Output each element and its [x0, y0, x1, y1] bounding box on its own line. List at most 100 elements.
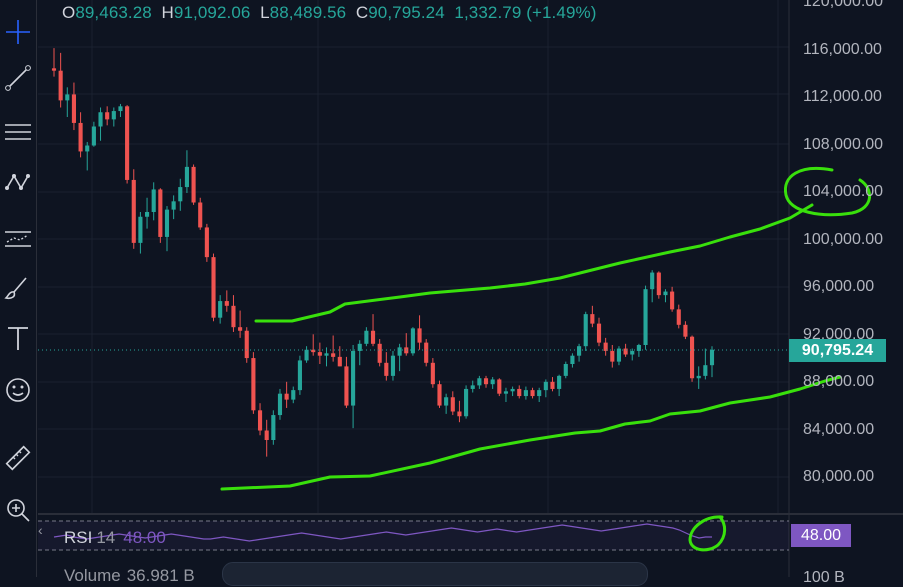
candle-body — [709, 349, 715, 366]
candle-body — [144, 212, 150, 217]
candle-body — [284, 393, 289, 400]
drawing-toolbar — [0, 0, 37, 577]
candle-body — [590, 314, 595, 324]
change-value: 1,332.79 (+1.49%) — [454, 3, 597, 22]
candle-body — [424, 342, 429, 363]
open-label: O — [62, 3, 76, 22]
candle-body — [563, 364, 568, 376]
rsi-value-badge: 48.00 — [791, 524, 851, 547]
forecast-icon[interactable] — [0, 214, 36, 258]
candle-body — [530, 390, 535, 397]
high-value: 91,092.06 — [173, 3, 251, 22]
timeline-scroll-control[interactable] — [222, 562, 648, 586]
candle-body — [464, 388, 469, 417]
candle-body — [277, 393, 283, 416]
candle-body — [58, 70, 63, 101]
trend-line-icon[interactable] — [0, 56, 36, 100]
volume-label: Volume — [64, 566, 121, 585]
candle-body — [570, 355, 575, 364]
price-tick-label: 116,000.00 — [803, 40, 882, 58]
rsi-line — [53, 523, 712, 542]
pattern-icon[interactable] — [0, 160, 36, 204]
price-tick-label: 88,000.00 — [803, 373, 875, 390]
candle-body — [224, 301, 229, 306]
volume-value: 36.981 B — [126, 566, 195, 585]
candle-body — [477, 378, 482, 386]
candle-body — [244, 330, 249, 359]
candle-body — [537, 390, 542, 397]
candle-body — [623, 348, 628, 355]
price-tick-label: 112,000.00 — [803, 88, 882, 105]
brush-icon[interactable] — [0, 266, 36, 310]
lower-axis-tick: 100 B — [803, 569, 845, 586]
rsi-value: 48.00 — [123, 528, 166, 547]
candle-body — [125, 106, 130, 180]
price-tick-label: 84,000.00 — [803, 420, 875, 438]
candle-body — [151, 189, 156, 212]
candle-body — [384, 362, 389, 376]
chart-grid — [38, 0, 903, 577]
candle-body — [257, 410, 263, 431]
candle-body — [437, 384, 442, 406]
candle-body — [158, 189, 163, 237]
candle-body — [364, 330, 369, 344]
candle-body — [410, 328, 415, 354]
candle-body — [231, 305, 236, 328]
rsi-circle — [688, 515, 727, 552]
candle-body — [357, 343, 362, 351]
price-tick-label: 80,000.00 — [803, 468, 875, 485]
candle-body — [696, 375, 701, 379]
candle-body — [676, 309, 681, 325]
candle-body — [444, 397, 449, 406]
candle-body — [683, 324, 688, 337]
candle-body — [643, 289, 648, 345]
candle-body — [690, 336, 695, 379]
candle-body — [503, 391, 509, 394]
candle-body — [85, 145, 90, 152]
rsi-length: 14 — [96, 528, 116, 547]
candle-body — [178, 187, 183, 202]
collapse-arrow-icon[interactable]: ‹ — [38, 522, 43, 538]
candle-body — [238, 327, 243, 331]
price-tick-label: 120,000.00 — [803, 0, 884, 10]
candle-body — [550, 381, 555, 389]
close-label: C — [355, 3, 369, 22]
rsi-pane — [38, 520, 789, 551]
candle-body — [670, 291, 675, 310]
candle-body — [291, 390, 296, 400]
candle-body — [198, 202, 203, 228]
rsi-legend[interactable]: RSI 14 48.00 — [64, 528, 166, 548]
candle-body — [91, 126, 96, 146]
price-tick-label: 92,000.00 — [803, 325, 875, 343]
candle-body — [324, 353, 329, 356]
price-tick-label: 100,000.00 — [803, 230, 884, 248]
candle-body — [105, 112, 110, 120]
candle-body — [51, 68, 57, 71]
candle-body — [490, 379, 495, 385]
candle-body — [616, 348, 622, 362]
candle-body — [111, 111, 116, 120]
volume-legend[interactable]: Volume 36.981 B — [64, 566, 195, 586]
candle-body — [483, 378, 489, 385]
candle-body — [337, 356, 342, 367]
candle-body — [523, 390, 528, 397]
candle-body — [138, 216, 143, 243]
candle-body — [596, 323, 602, 343]
crosshair-icon[interactable] — [0, 10, 36, 54]
candle-body — [377, 343, 382, 363]
candle-body — [417, 328, 422, 343]
candle-body — [636, 345, 641, 351]
candle-series — [51, 48, 715, 457]
ruler-icon[interactable] — [0, 436, 36, 480]
candle-body — [304, 349, 309, 361]
fib-retracement-icon[interactable] — [0, 110, 36, 154]
zoom-in-icon[interactable] — [0, 488, 36, 532]
text-icon[interactable] — [0, 316, 36, 360]
candle-body — [517, 388, 522, 397]
candle-body — [211, 257, 216, 318]
candle-body — [78, 122, 83, 152]
candle-body — [271, 415, 276, 440]
candle-body — [390, 355, 396, 376]
emoji-icon[interactable] — [0, 368, 36, 412]
